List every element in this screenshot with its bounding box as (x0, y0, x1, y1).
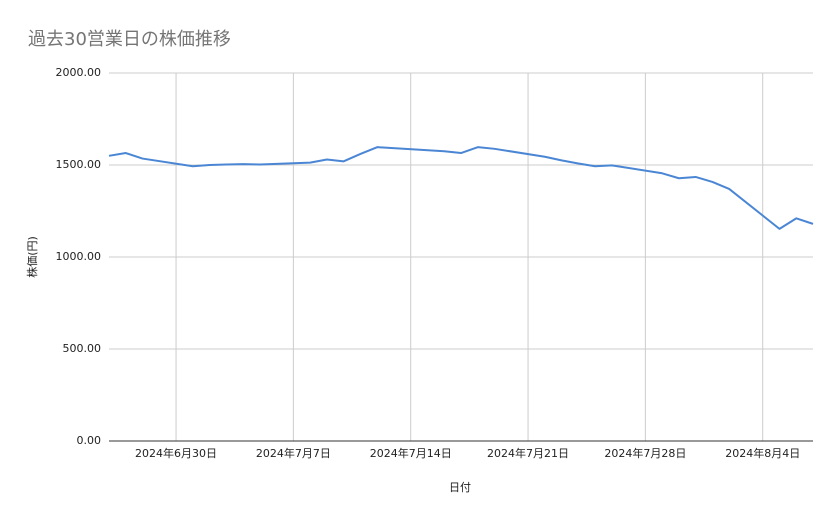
y-tick-label: 0.00 (77, 434, 102, 447)
x-tick-label: 2024年8月4日 (725, 446, 800, 460)
chart-title: 過去30営業日の株価推移 (28, 29, 231, 50)
y-axis-label: 株価(円) (25, 236, 39, 278)
x-tick-label: 2024年7月7日 (256, 446, 331, 460)
y-tick-label: 500.00 (63, 342, 102, 355)
x-tick-label: 2024年7月21日 (487, 446, 569, 460)
x-tick-label: 2024年7月14日 (370, 446, 452, 460)
y-tick-label: 1000.00 (56, 250, 102, 263)
x-tick-label: 2024年7月28日 (604, 446, 686, 460)
y-tick-label: 2000.00 (56, 66, 102, 79)
x-axis-label: 日付 (449, 481, 471, 494)
data-line (108, 146, 814, 230)
y-tick-label: 1500.00 (56, 158, 102, 171)
x-tick-label: 2024年6月30日 (135, 446, 217, 460)
